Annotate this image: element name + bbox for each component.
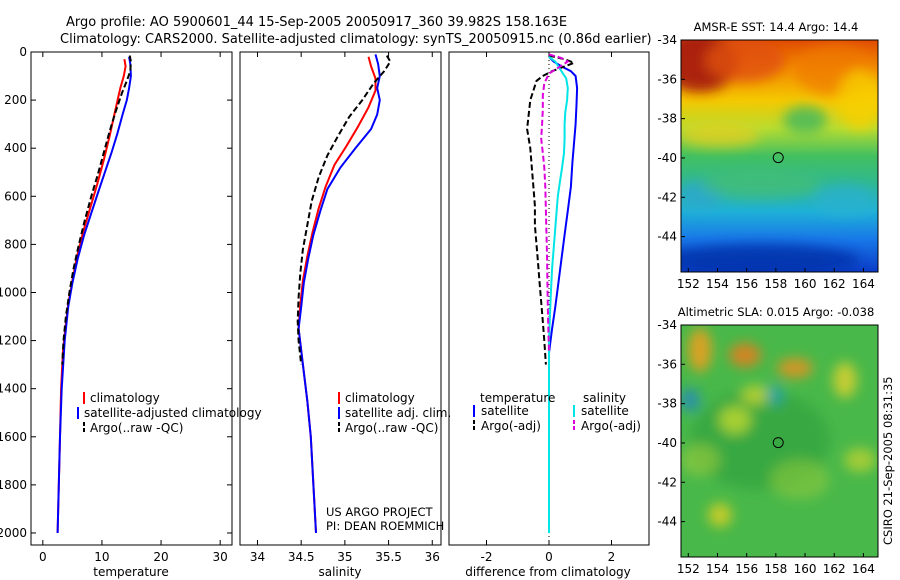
series-temperature-argo-adj xyxy=(526,54,577,365)
map-x-tick-label: 160 xyxy=(794,277,817,291)
legend-label-argo: Argo(..raw -QC) xyxy=(345,421,438,435)
sst-map-frame xyxy=(680,39,879,273)
legend-label-satellite: satellite-adjusted climatology xyxy=(84,406,262,420)
temperature-xlabel: temperature xyxy=(93,565,168,579)
map-x-tick-label: 164 xyxy=(852,277,875,291)
y-tick-label: 1800 xyxy=(0,478,27,492)
map-y-tick-label: -36 xyxy=(657,72,677,86)
sla-map-frame xyxy=(680,324,879,558)
sst-map-panel: AMSR-E SST: 14.4 Argo: 14.4 152 154 156 158… xyxy=(657,20,879,291)
sla-map-field xyxy=(681,325,878,557)
y-tick-label: 2000 xyxy=(0,526,27,540)
salinity-axes xyxy=(239,51,442,546)
x-tick-label: 20 xyxy=(153,550,168,564)
map-x-tick-label: 152 xyxy=(677,562,700,576)
map-y-tick-label: -34 xyxy=(657,318,677,332)
credit-line-2: PI: DEAN ROEMMICH xyxy=(326,519,444,533)
credit-line-1: US ARGO PROJECT xyxy=(326,505,434,519)
map-y-tick-label: -34 xyxy=(657,33,677,47)
sla-map-title: Altimetric SLA: 0.015 Argo: -0.038 xyxy=(678,305,875,319)
map-x-tick-label: 162 xyxy=(823,562,846,576)
y-tick-label: 400 xyxy=(4,141,27,155)
map-x-tick-label: 158 xyxy=(764,277,787,291)
side-timestamp-label: CSIRO 21-Sep-2005 08:31:35 xyxy=(881,376,895,545)
salinity-panel: 34 34.5 35 35.5 36 salinity xyxy=(239,51,442,579)
map-x-tick-label: 154 xyxy=(706,562,729,576)
temperature-panel: 0 10 20 30 0 200 400 600 800 1000 1200 1400 1600 1800… xyxy=(0,45,233,579)
y-tick-label: 1600 xyxy=(0,430,27,444)
map-x-tick-label: 164 xyxy=(852,562,875,576)
y-tick-label: 1400 xyxy=(0,382,27,396)
legend-header-temperature: temperature xyxy=(480,391,555,405)
series-satellite-adjusted-climatology xyxy=(56,56,132,534)
legend-label-sal-satellite: satellite xyxy=(581,404,629,418)
map-x-tick-label: 162 xyxy=(823,277,846,291)
sst-map-field xyxy=(681,40,878,272)
series-temperature-satellite xyxy=(548,56,579,353)
y-tick-label: 0 xyxy=(19,45,27,59)
map-y-tick-label: -36 xyxy=(657,357,677,371)
x-tick-label: 30 xyxy=(213,550,228,564)
legend-label-sal-argo: Argo(-adj) xyxy=(581,419,641,433)
header-line-2: Climatology: CARS2000. Satellite-adjuste… xyxy=(60,32,652,47)
sla-map-panel: Altimetric SLA: 0.015 Argo: -0.038 152 15… xyxy=(657,305,879,576)
x-tick-label: 34 xyxy=(250,550,265,564)
x-tick-label: 10 xyxy=(94,550,109,564)
project-credit: US ARGO PROJECT PI: DEAN ROEMMICH xyxy=(326,505,444,533)
salinity-legend: climatology satellite adj. clim. Argo(..… xyxy=(338,391,451,435)
series-argo-raw-qc xyxy=(61,55,132,365)
map-y-tick-label: -42 xyxy=(657,475,677,489)
x-tick-label: 34.5 xyxy=(288,550,315,564)
salinity-xlabel: salinity xyxy=(318,565,361,579)
y-tick-label: 1200 xyxy=(0,334,27,348)
legend-label-argo: Argo(..raw -QC) xyxy=(90,421,183,435)
y-tick-label: 1000 xyxy=(0,285,27,299)
map-y-tick-label: -44 xyxy=(657,515,677,529)
map-y-tick-label: -44 xyxy=(657,230,677,244)
x-tick-label: 36 xyxy=(425,550,440,564)
difference-panel: -2 0 2 difference from climatology xyxy=(448,51,650,579)
y-tick-label: 800 xyxy=(4,237,27,251)
legend-header-salinity: salinity xyxy=(583,391,626,405)
legend-label-climatology: climatology xyxy=(345,391,415,405)
x-tick-label: 0 xyxy=(545,550,553,564)
header-line-1: Argo profile: AO 5900601_44 15-Sep-2005 … xyxy=(66,15,567,30)
map-x-tick-label: 154 xyxy=(706,277,729,291)
x-tick-label: -2 xyxy=(481,550,493,564)
map-y-tick-label: -42 xyxy=(657,190,677,204)
map-x-tick-label: 156 xyxy=(735,562,758,576)
legend-label-temp-satellite: satellite xyxy=(481,404,529,418)
series-salinity-satellite xyxy=(548,56,569,533)
temperature-legend: climatology satellite-adjusted climatolo… xyxy=(77,391,262,435)
map-y-tick-label: -38 xyxy=(657,397,677,411)
difference-xlabel: difference from climatology xyxy=(465,565,631,579)
argo-location-marker xyxy=(772,152,784,164)
sst-map-title: AMSR-E SST: 14.4 Argo: 14.4 xyxy=(694,20,859,34)
x-tick-label: 2 xyxy=(608,550,616,564)
x-tick-label: 35.5 xyxy=(375,550,402,564)
map-y-tick-label: -38 xyxy=(657,112,677,126)
series-satellite-adj-clim xyxy=(297,54,381,534)
series-argo-raw-qc xyxy=(296,55,392,365)
map-y-tick-label: -40 xyxy=(657,436,677,450)
legend-label-satellite: satellite adj. clim. xyxy=(345,406,451,420)
map-x-tick-label: 160 xyxy=(794,562,817,576)
temperature-axes xyxy=(30,51,233,546)
map-x-tick-label: 152 xyxy=(677,277,700,291)
argo-location-marker xyxy=(772,437,784,449)
map-y-tick-label: -40 xyxy=(657,151,677,165)
difference-legend: temperature salinity satellite Argo(-adj… xyxy=(473,391,641,433)
x-tick-label: 35 xyxy=(337,550,352,564)
legend-label-temp-argo: Argo(-adj) xyxy=(481,419,541,433)
map-x-tick-label: 156 xyxy=(735,277,758,291)
y-tick-label: 600 xyxy=(4,189,27,203)
map-x-tick-label: 158 xyxy=(764,562,787,576)
y-tick-label: 200 xyxy=(4,93,27,107)
legend-label-climatology: climatology xyxy=(90,391,160,405)
x-tick-label: 0 xyxy=(39,550,47,564)
